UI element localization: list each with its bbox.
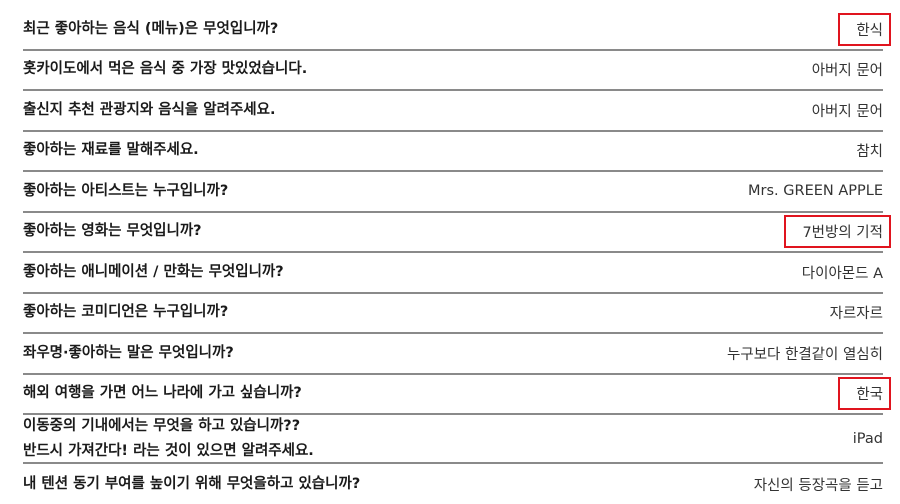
question-text: 좋아하는 아티스트는 누구입니까?	[23, 179, 228, 204]
answer-text: 참치	[856, 144, 883, 161]
question-line: 내 텐션 동기 부여를 높이기 위해 무엇을하고 있습니까?	[23, 475, 361, 492]
question-text: 해외 여행을 가면 어느 나라에 가고 싶습니까?	[23, 381, 302, 406]
answer-text: 자르자르	[829, 306, 883, 323]
answer-text: 아버지 문어	[811, 103, 883, 120]
highlighted-answer: 한식	[838, 12, 891, 46]
highlighted-answer: 7번방의 기적	[784, 215, 891, 249]
qa-row: 최근 좋아하는 음식 (메뉴)은 무엇입니까? 한식	[23, 10, 891, 51]
qa-row: 좋아하는 아티스트는 누구입니까? Mrs. GREEN APPLE	[23, 172, 883, 213]
question-text: 내 텐션 동기 부여를 높이기 위해 무엇을하고 있습니까?	[23, 472, 360, 497]
qa-row: 출신지 추천 관광지와 음식을 알려주세요. 아버지 문어	[23, 91, 883, 132]
question-line: 반드시 가져간다! 라는 것이 있으면 알려주세요.	[23, 442, 314, 459]
qa-row: 좋아하는 영화는 무엇입니까? 7번방의 기적	[23, 213, 891, 253]
qa-row: 좋아하는 애니메이션 / 만화는 무엇입니까? 다이아몬드 A	[23, 253, 883, 294]
question-line: 좌우명·좋아하는 말은 무엇입니까?	[23, 344, 234, 361]
qa-row: 해외 여행을 가면 어느 나라에 가고 싶습니까? 한국	[23, 375, 891, 415]
qa-row: 이동중의 기내에서는 무엇을 하고 있습니까?? 반드시 가져간다! 라는 것이 …	[23, 415, 883, 464]
question-line: 출신지 추천 관광지와 음식을 알려주세요.	[23, 101, 276, 118]
question-line: 좋아하는 아티스트는 누구입니까?	[23, 182, 229, 199]
question-text: 좌우명·좋아하는 말은 무엇입니까?	[23, 341, 234, 366]
question-line: 해외 여행을 가면 어느 나라에 가고 싶습니까?	[23, 385, 302, 402]
question-text: 출신지 추천 관광지와 음식을 알려주세요.	[23, 98, 275, 123]
question-line: 좋아하는 애니메이션 / 만화는 무엇입니까?	[23, 263, 284, 280]
qa-row: 좌우명·좋아하는 말은 무엇입니까? 누구보다 한결같이 열심히	[23, 334, 883, 375]
question-text: 최근 좋아하는 음식 (메뉴)은 무엇입니까?	[23, 17, 278, 42]
qa-row: 좋아하는 재료를 말해주세요. 참치	[23, 132, 883, 172]
answer-text: iPad	[852, 430, 883, 447]
answer-text: 자신의 등장곡을 듣고	[753, 477, 883, 494]
question-line: 좋아하는 재료를 말해주세요.	[23, 142, 199, 159]
question-line: 좋아하는 코미디언은 누구입니까?	[23, 304, 229, 321]
qa-row: 홋카이도에서 먹은 음식 중 가장 맛있었습니다. 아버지 문어	[23, 51, 883, 91]
question-line: 최근 좋아하는 음식 (메뉴)은 무엇입니까?	[23, 20, 279, 37]
answer-text: 아버지 문어	[811, 63, 883, 80]
highlighted-answer: 한국	[838, 377, 891, 411]
question-text: 홋카이도에서 먹은 음식 중 가장 맛있었습니다.	[23, 57, 307, 82]
question-text: 좋아하는 애니메이션 / 만화는 무엇입니까?	[23, 260, 284, 285]
question-line: 좋아하는 영화는 무엇입니까?	[23, 223, 202, 240]
answer-text: Mrs. GREEN APPLE	[748, 183, 883, 200]
qa-row: 내 텐션 동기 부여를 높이기 위해 무엇을하고 있습니까? 자신의 등장곡을 듣…	[23, 464, 883, 504]
answer-text: 다이아몬드 A	[801, 265, 883, 282]
answer-text: 누구보다 한결같이 열심히	[727, 346, 883, 363]
question-line: 홋카이도에서 먹은 음식 중 가장 맛있었습니다.	[23, 61, 308, 78]
qa-row: 좋아하는 코미디언은 누구입니까? 자르자르	[23, 294, 883, 334]
question-line: 이동중의 기내에서는 무엇을 하고 있습니까??	[23, 417, 301, 434]
question-text: 좋아하는 영화는 무엇입니까?	[23, 219, 202, 244]
question-text: 이동중의 기내에서는 무엇을 하고 있습니까?? 반드시 가져간다! 라는 것이 …	[23, 414, 314, 464]
question-text: 좋아하는 재료를 말해주세요.	[23, 138, 199, 163]
question-text: 좋아하는 코미디언은 누구입니까?	[23, 300, 228, 325]
